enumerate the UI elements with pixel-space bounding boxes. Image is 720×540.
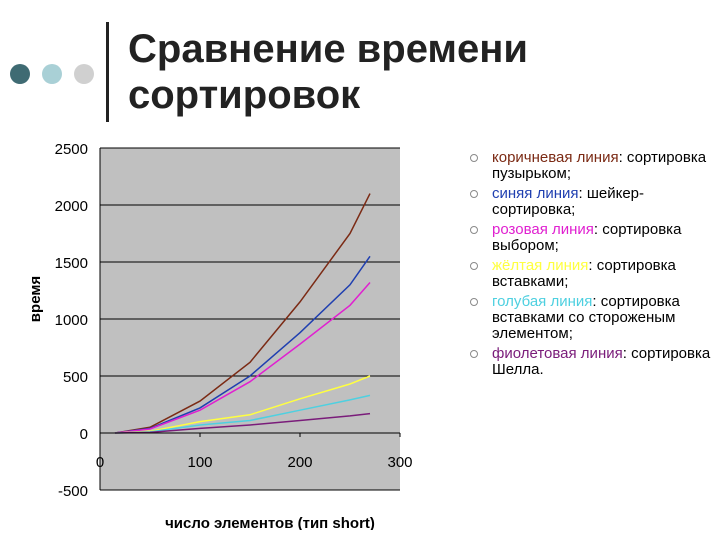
dot-dark	[10, 64, 30, 84]
legend-color-name: жёлтая линия	[492, 257, 589, 274]
y-tick-label: 500	[63, 369, 88, 386]
title-line-1: Сравнение времени	[128, 27, 528, 71]
bullet-icon	[470, 226, 478, 234]
series-line	[114, 282, 371, 434]
legend: коричневая линия: сортировка пузырьком; с…	[462, 150, 712, 382]
legend-color-name: коричневая линия	[492, 149, 619, 166]
legend-item: жёлтая линия: сортировка вставками;	[462, 258, 712, 290]
legend-description: : шейкер-сортировка;	[492, 185, 645, 218]
dot-light	[42, 64, 62, 84]
x-tick-label: 200	[287, 454, 312, 471]
y-tick-label: 1000	[55, 312, 88, 329]
y-tick-label: 1500	[55, 255, 88, 272]
dot-gray	[74, 64, 94, 84]
title-line-2: сортировок	[128, 73, 361, 117]
legend-description: : сортировка пузырьком;	[492, 149, 707, 182]
tick-labels: 2500 2000 1500 1000 500 0 -500 0 100 200 300	[55, 141, 413, 500]
legend-description: : сортировка Шелла.	[492, 345, 711, 378]
legend-description: : сортировка выбором;	[492, 221, 682, 254]
axes	[99, 148, 401, 490]
legend-item: коричневая линия: сортировка пузырьком;	[462, 150, 712, 182]
y-axis-label: время	[27, 276, 44, 322]
slide-title: Сравнение времени сортировок	[128, 26, 528, 118]
legend-item: розовая линия: сортировка выбором;	[462, 222, 712, 254]
bullet-icon	[470, 154, 478, 162]
bullet-icon	[470, 298, 478, 306]
legend-color-name: фиолетовая линия	[492, 345, 623, 362]
legend-item: фиолетовая линия: сортировка Шелла.	[462, 346, 712, 378]
title-divider	[106, 22, 109, 122]
x-axis-label: число элементов (тип short)	[165, 515, 375, 530]
series-lines	[114, 193, 371, 434]
bullet-icon	[470, 350, 478, 358]
legend-color-name: голубая линия	[492, 293, 593, 310]
legend-item: голубая линия: сортировка вставками со с…	[462, 294, 712, 342]
bullet-icon	[470, 262, 478, 270]
y-tick-label: 2500	[55, 141, 88, 158]
chart: 2500 2000 1500 1000 500 0 -500 0 100 200 300 время…	[27, 141, 413, 530]
legend-item: синяя линия: шейкер-сортировка;	[462, 186, 712, 218]
decorative-dots	[10, 64, 100, 84]
y-tick-label: 0	[80, 426, 88, 443]
bullet-icon	[470, 190, 478, 198]
series-line	[114, 412, 371, 434]
legend-description: : сортировка вставками со стороженым эле…	[492, 293, 680, 342]
x-tick-label: 300	[387, 454, 412, 471]
y-tick-label: -500	[58, 483, 88, 500]
legend-color-name: розовая линия	[492, 221, 594, 238]
x-tick-label: 100	[187, 454, 212, 471]
legend-description: : сортировка вставками;	[492, 257, 676, 290]
x-tick-label: 0	[96, 454, 104, 471]
legend-color-name: синяя линия	[492, 185, 579, 202]
series-line	[114, 193, 371, 434]
y-tick-label: 2000	[55, 198, 88, 215]
